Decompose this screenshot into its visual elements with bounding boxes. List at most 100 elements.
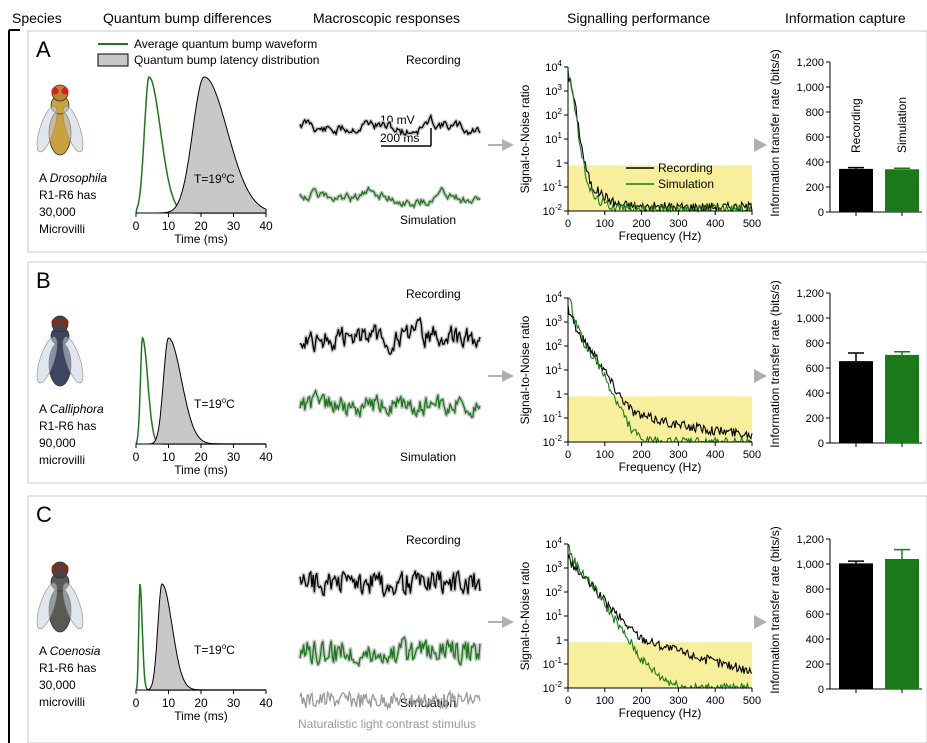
tick-label: 1 xyxy=(556,635,562,647)
fly-illustration xyxy=(36,84,84,156)
y-tick-label: 0 xyxy=(818,438,824,450)
fly-wing xyxy=(36,336,58,384)
tick-label: 104 xyxy=(545,290,562,305)
temperature-label: T=19oC xyxy=(194,396,235,411)
x-axis-label: Time (ms) xyxy=(174,232,228,246)
snr-highlight-band xyxy=(568,396,752,442)
species-caption: A Drosophila xyxy=(39,171,107,185)
recording-trace xyxy=(299,113,481,137)
stimulus-label: Naturalistic light contrast stimulus xyxy=(298,717,476,731)
tick-label: 103 xyxy=(545,83,562,98)
fly-eye xyxy=(51,564,59,572)
tick-label: 101 xyxy=(545,608,562,623)
fly-eye xyxy=(61,87,69,95)
snr-chart: 10-2 10-1 1 101 102 103 104 0 100 200 300 400 500 Fre… xyxy=(518,290,761,474)
tick-label: 1 xyxy=(556,158,562,170)
tick-label: 10-1 xyxy=(543,410,563,425)
bump-chart: 0 10 20 30 40 Time (ms) T=19oC xyxy=(133,76,273,246)
x-tick-label: 100 xyxy=(596,695,614,707)
x-tick-label: 0 xyxy=(565,695,571,707)
x-tick-label: 100 xyxy=(596,449,614,461)
y-tick-label: 200 xyxy=(806,182,824,194)
species-caption-line: Microvilli xyxy=(39,222,85,236)
tick-label: 103 xyxy=(545,560,562,575)
y-tick-label: 200 xyxy=(806,659,824,671)
flow-arrow-head xyxy=(754,615,767,629)
bump-chart: 0 10 20 30 40 Time (ms) T=19oC xyxy=(133,583,273,723)
x-tick-label: 40 xyxy=(259,450,273,464)
fly-wing xyxy=(36,105,58,153)
recording-trace-band xyxy=(298,316,482,357)
x-tick-label: 100 xyxy=(596,218,614,230)
simulation-trace xyxy=(299,388,481,419)
temperature-label: T=19oC xyxy=(194,171,235,186)
column-headers: Species Quantum bump differences Macrosc… xyxy=(12,10,906,26)
y-tick-label: 800 xyxy=(806,107,824,119)
panel-frame-a xyxy=(27,30,927,253)
snr-legend-label: Simulation xyxy=(658,177,714,191)
x-tick-label: 200 xyxy=(632,695,650,707)
x-axis-label: Frequency (Hz) xyxy=(619,706,702,720)
tick-label: 10-2 xyxy=(543,680,563,695)
tick-label: 104 xyxy=(545,59,562,74)
info-bar-chart: 0 200 400 600 800 1,000 1,200 Recording Simulati… xyxy=(768,49,922,219)
y-tick-label: 800 xyxy=(806,584,824,596)
x-axis-label: Time (ms) xyxy=(174,463,228,477)
y-tick-label: 600 xyxy=(806,609,824,621)
macroscopic-traces: Recording Simulation xyxy=(298,287,482,464)
y-tick-label: 1,200 xyxy=(796,57,824,69)
x-tick-label: 400 xyxy=(706,695,724,707)
species-caption-line: R1-R6 has xyxy=(39,661,96,675)
bar-category-label: Simulation xyxy=(895,97,909,153)
x-tick-label: 0 xyxy=(565,449,571,461)
snr-series-simulation xyxy=(567,543,752,691)
y-axis-label: Signal-to-Noise ratio xyxy=(518,84,532,193)
tick-label: 103 xyxy=(545,314,562,329)
x-tick-label: 0 xyxy=(133,696,140,710)
snr-chart: 10-2 10-1 1 101 102 103 104 0 100 200 300 400 500 Fre… xyxy=(518,536,761,720)
panel-frame-c xyxy=(27,495,927,743)
species-caption-line: R1-R6 has xyxy=(39,419,96,433)
x-tick-label: 40 xyxy=(259,696,273,710)
tick-label: 101 xyxy=(545,131,562,146)
tick-label: 102 xyxy=(545,338,562,353)
header-signalling: Signalling performance xyxy=(567,10,710,26)
x-tick-label: 200 xyxy=(632,218,650,230)
y-tick-label: 600 xyxy=(806,132,824,144)
x-tick-label: 30 xyxy=(227,450,241,464)
species-caption-line: microvilli xyxy=(39,695,85,709)
fly-eye xyxy=(61,564,69,572)
latency-distribution-area xyxy=(136,337,266,445)
x-tick-label: 300 xyxy=(669,218,687,230)
legend-latency-swatch xyxy=(97,53,129,67)
bar-recording xyxy=(839,361,873,443)
legend-latency-label: Quantum bump latency distribution xyxy=(134,53,319,67)
trace-label-simulation: Simulation xyxy=(400,450,456,464)
y-tick-label: 400 xyxy=(806,634,824,646)
tick-label: 102 xyxy=(545,107,562,122)
bar-simulation xyxy=(885,559,919,689)
y-tick-label: 400 xyxy=(806,157,824,169)
bump-legend: Average quantum bump waveform Quantum bu… xyxy=(97,37,319,67)
x-tick-label: 20 xyxy=(194,219,208,233)
panel-frame-b xyxy=(27,261,927,484)
header-info: Information capture xyxy=(785,10,906,26)
tick-label: 10-2 xyxy=(543,203,563,218)
x-tick-label: 500 xyxy=(743,695,761,707)
fly-wing xyxy=(62,105,84,153)
x-tick-label: 10 xyxy=(162,450,176,464)
fly-eye xyxy=(51,87,59,95)
trace-label-recording: Recording xyxy=(406,287,461,301)
x-tick-label: 20 xyxy=(194,696,208,710)
x-tick-label: 40 xyxy=(259,219,273,233)
flow-arrow-head xyxy=(502,139,514,151)
snr-chart: 10-2 10-1 1 101 102 103 104 0 100 200 300 400 500 Fre… xyxy=(518,59,761,243)
trace-label-recording: Recording xyxy=(406,53,461,67)
fly-illustration xyxy=(36,315,84,387)
trace-label-recording: Recording xyxy=(406,533,461,547)
fly-eye xyxy=(61,318,69,326)
recording-trace xyxy=(299,570,481,598)
x-tick-label: 0 xyxy=(565,218,571,230)
temperature-label: T=19oC xyxy=(194,642,235,657)
